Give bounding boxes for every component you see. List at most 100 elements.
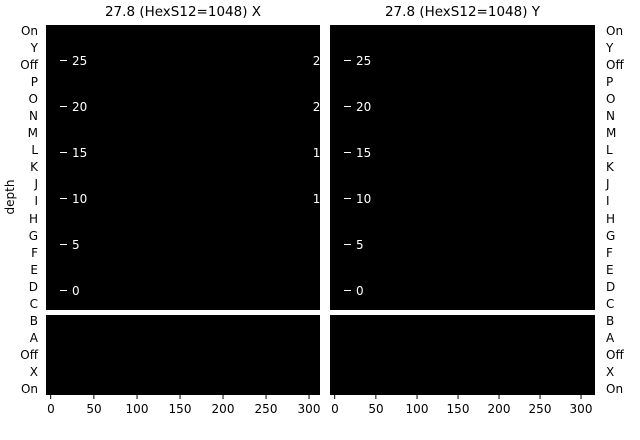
x-tick: 300 (569, 395, 593, 416)
tick-mark (50, 395, 52, 399)
category-label: On (20, 24, 38, 38)
left-category-axis: On Y Off P O N M L K J I H G F E D C B A… (0, 25, 42, 395)
inner-y-tick-label: 15 (312, 146, 320, 160)
x-tick-label: 0 (331, 402, 339, 416)
inner-y-tick-label: 20 (356, 100, 372, 114)
panel-title-y: 27.8 (HexS12=1048) Y (384, 4, 541, 20)
tick-mark (308, 395, 310, 399)
tick-mark (93, 395, 95, 399)
inner-y-tick-label: 5 (356, 238, 364, 252)
right-category-axis: On Y Off P O N M L K J I H G F E D C B A… (601, 25, 640, 395)
inner-y-tick: 15 (344, 147, 371, 159)
inner-y-tick-mirror: 25 (313, 55, 320, 67)
inner-y-tick: 10 (344, 193, 371, 205)
inner-y-tick-label: 25 (312, 54, 320, 68)
x-tick-label: 300 (569, 402, 593, 416)
panel-title-x: 27.8 (HexS12=1048) X (104, 4, 262, 20)
inner-y-tick-label: 25 (72, 54, 88, 68)
x-tick: 250 (528, 395, 552, 416)
category-label: G (28, 228, 38, 243)
category-label: D (28, 279, 38, 294)
tick-mark (416, 395, 418, 399)
x-tick-label: 0 (47, 402, 55, 416)
x-axis-right: 0 50 100 150 200 250 300 (330, 395, 595, 425)
category-label: C (606, 296, 615, 311)
category-label: D (606, 279, 616, 294)
category-label: X (29, 364, 38, 379)
inner-y-tick-label: 10 (72, 192, 88, 206)
x-tick: 200 (211, 395, 235, 416)
category-label: Off (606, 347, 624, 362)
x-tick-label: 200 (211, 402, 235, 416)
category-label: I (606, 194, 610, 209)
x-tick-label: 250 (254, 402, 278, 416)
tick-mark (457, 395, 459, 399)
inner-y-tick: 10 (60, 193, 87, 205)
category-label: H (28, 211, 38, 226)
x-tick: 100 (405, 395, 429, 416)
category-label: Y (30, 41, 38, 56)
inner-y-tick-label: 10 (312, 192, 320, 206)
x-tick: 50 (368, 395, 384, 416)
category-label: F (31, 245, 38, 260)
category-label: G (606, 228, 616, 243)
plot-area-x-lower[interactable] (46, 315, 320, 395)
category-label: Y (606, 41, 614, 56)
category-label: B (29, 313, 38, 328)
x-tick-label: 100 (405, 402, 429, 416)
category-label: P (30, 75, 38, 90)
x-tick: 150 (446, 395, 470, 416)
category-label: K (606, 160, 614, 175)
category-label: C (29, 296, 38, 311)
plot-area-x-main[interactable]: 25 20 15 10 5 0 25 20 15 10 5 0 (46, 25, 320, 310)
category-label: On (20, 381, 38, 396)
category-label: M (27, 126, 38, 141)
category-label: B (606, 313, 615, 328)
x-tick-label: 300 (297, 402, 321, 416)
x-axis-left: 0 50 100 150 200 250 300 (46, 395, 320, 425)
x-tick: 150 (168, 395, 192, 416)
category-label: J (34, 177, 38, 192)
inner-y-tick: 20 (60, 101, 87, 113)
category-label: F (606, 245, 613, 260)
inner-y-tick: 5 (344, 239, 364, 251)
tick-mark (375, 395, 377, 399)
category-label: Off (20, 347, 38, 362)
category-label: J (606, 177, 610, 192)
x-tick: 100 (126, 395, 148, 416)
tick-mark (222, 395, 224, 399)
inner-y-tick: 0 (344, 285, 364, 297)
inner-y-tick: 20 (344, 101, 371, 113)
inner-y-tick: 25 (60, 55, 87, 67)
x-tick: 0 (47, 395, 55, 416)
inner-y-tick-label: 15 (356, 146, 372, 160)
tick-mark (136, 395, 138, 399)
tick-mark (265, 395, 267, 399)
x-tick: 50 (86, 395, 102, 416)
x-tick-label: 50 (86, 402, 102, 416)
x-tick: 300 (297, 395, 321, 416)
inner-y-tick-label: 0 (72, 284, 80, 298)
tick-mark (179, 395, 181, 399)
tick-mark (334, 395, 336, 399)
category-label: N (29, 109, 38, 124)
category-label: I (34, 194, 38, 209)
category-label: On (606, 381, 624, 396)
plot-area-y-main[interactable]: 25 20 15 10 5 0 (330, 25, 595, 310)
category-label: N (606, 109, 615, 124)
inner-y-tick-label: 0 (356, 284, 364, 298)
category-label: E (606, 262, 614, 277)
inner-y-tick-mirror: 10 (313, 193, 320, 205)
x-tick-label: 50 (368, 402, 384, 416)
category-label: On (606, 24, 624, 38)
x-tick-label: 150 (168, 402, 192, 416)
category-label: O (606, 92, 616, 107)
x-tick-label: 150 (446, 402, 470, 416)
category-label: P (606, 75, 614, 90)
category-label: K (30, 160, 38, 175)
x-tick: 0 (331, 395, 339, 416)
x-tick-label: 250 (528, 402, 552, 416)
category-label: H (606, 211, 616, 226)
inner-y-tick-label: 5 (72, 238, 80, 252)
plot-area-y-lower[interactable] (330, 315, 595, 395)
